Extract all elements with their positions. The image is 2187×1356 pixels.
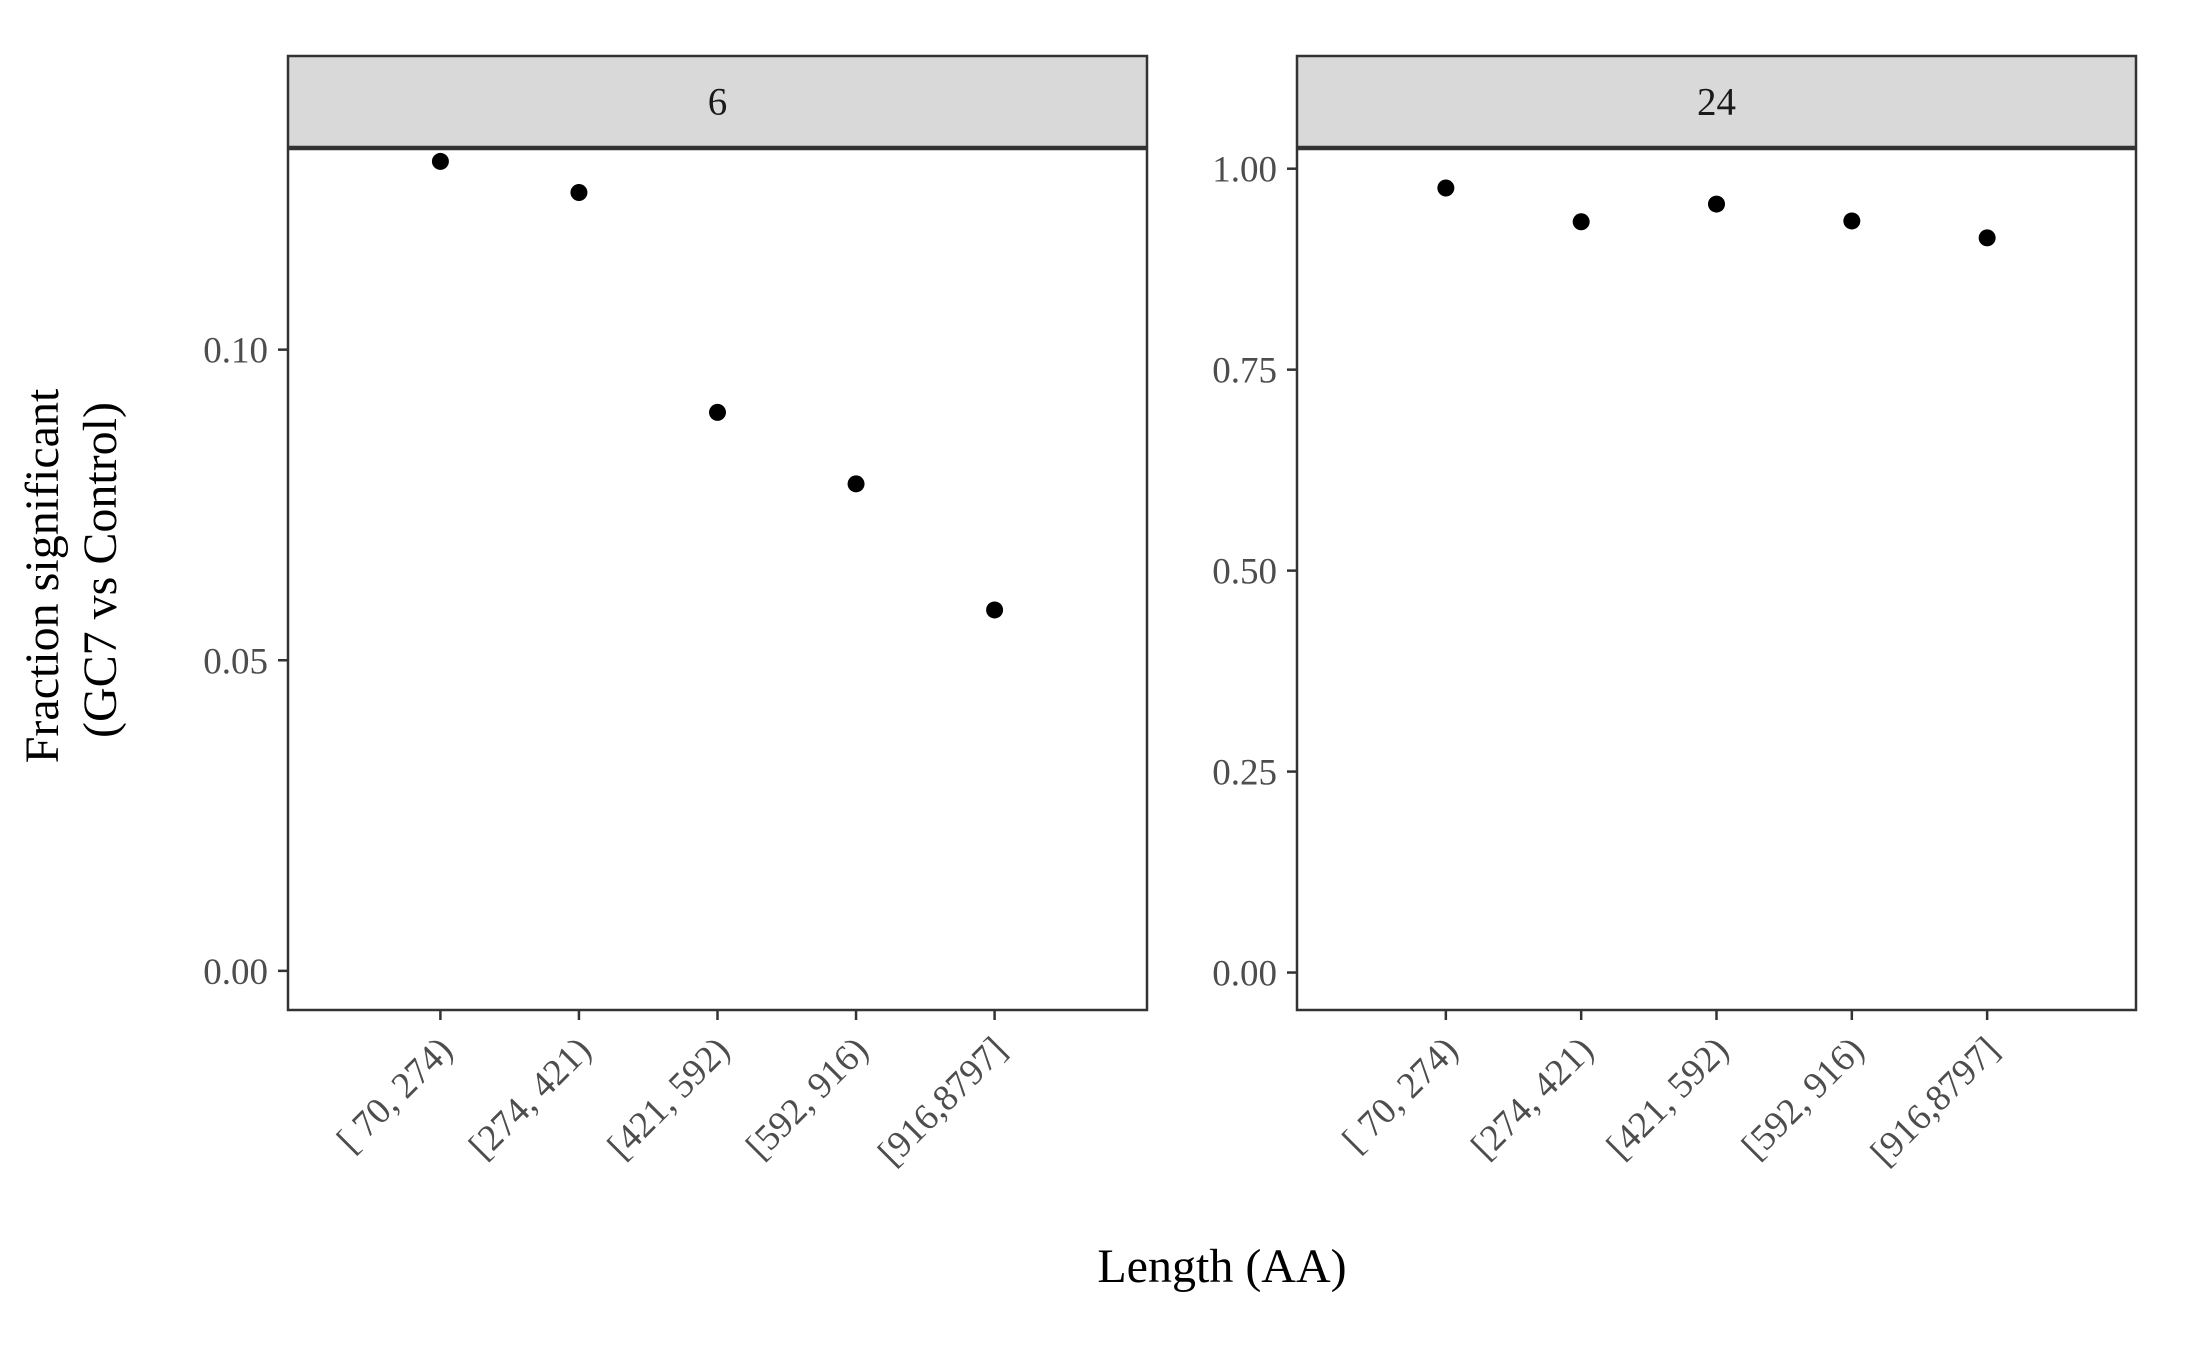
data-point (570, 183, 588, 201)
data-point (986, 601, 1004, 619)
data-point (1437, 179, 1455, 197)
facet-strip (1295, 54, 2138, 149)
y-axis-title-line-2: (GC7 vs Control) (74, 402, 127, 738)
y-tick-label: 0.00 (1212, 954, 1277, 995)
y-tick-label: 0.10 (203, 331, 268, 372)
x-tick-label: [421, 592) (600, 1029, 738, 1167)
y-tick-label: 0.05 (203, 641, 268, 682)
x-tick-label: [421, 592) (1599, 1029, 1737, 1167)
x-tick-label: [ 70, 274) (329, 1029, 460, 1160)
x-tick-label: [592, 916) (738, 1029, 876, 1167)
y-tick-label: 0.00 (203, 952, 268, 993)
y-tick-label: 0.50 (1212, 552, 1277, 593)
y-axis-title: Fraction significant (GC7 vs Control) (16, 377, 127, 764)
y-tick-label: 0.75 (1212, 351, 1277, 392)
panel-frame (1295, 147, 2138, 1012)
facet-strip (286, 54, 1149, 149)
data-point (1843, 212, 1861, 230)
data-point (1572, 213, 1590, 231)
data-point (709, 403, 726, 421)
data-point (431, 152, 449, 170)
y-tick-label: 1.00 (1212, 150, 1277, 191)
data-point (1978, 229, 1996, 247)
facet-panel-6: 6 0.00 0.05 0.10 [ 70, 274) [274, 421) [421, 5… (203, 54, 1149, 1174)
y-axis-title-line-1: Fraction significant (16, 388, 69, 763)
data-point (847, 475, 865, 493)
x-tick-label: [592, 916) (1734, 1029, 1872, 1167)
x-tick-label: [ 70, 274) (1335, 1029, 1466, 1160)
x-tick-label: [916,8797] (1863, 1029, 2008, 1174)
facet-strip-label: 6 (708, 81, 728, 124)
y-tick-label: 0.25 (1212, 753, 1277, 794)
x-tick-label: [916,8797] (870, 1029, 1015, 1174)
x-tick-label: [274, 421) (1464, 1029, 1602, 1167)
facet-panel-24: 24 0.00 0.25 0.50 0.75 1.00 [ 70, 274)[274, 42… (1212, 54, 2138, 1174)
data-point (1708, 195, 1725, 213)
x-axis-title: Length (AA) (1097, 1240, 1346, 1293)
panel-frame (286, 147, 1149, 1012)
facet-strip-label: 24 (1697, 81, 1736, 124)
x-tick-label: [274, 421) (461, 1029, 599, 1167)
